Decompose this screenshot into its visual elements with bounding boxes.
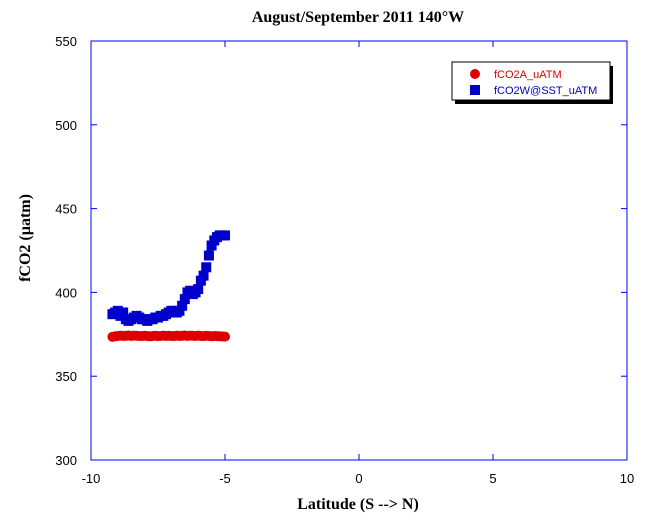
chart-title: August/September 2011 140°W (252, 9, 464, 26)
y-tick-label: 500 (55, 118, 77, 133)
y-tick-label: 450 (55, 202, 77, 217)
y-axis-title: fCO2 (µatm) (17, 194, 34, 282)
legend-marker-fco2a (470, 69, 480, 79)
y-axis-ticks (91, 40, 627, 461)
fco2w-point (203, 250, 214, 261)
x-axis-tick-labels: -10 -5 0 5 10 (82, 471, 635, 486)
fco2w-point (177, 300, 188, 311)
x-tick-label: 5 (489, 471, 496, 486)
fco2w-point (206, 240, 217, 251)
x-axis-ticks (90, 41, 628, 460)
y-tick-label: 300 (55, 453, 77, 468)
fco2w-point (179, 294, 190, 305)
fco2w-point (112, 305, 123, 316)
x-axis-title: Latitude (S --> N) (297, 496, 419, 513)
legend-label-fco2w: fCO2W@SST_uATM (494, 85, 597, 97)
x-tick-label: 10 (620, 471, 634, 486)
fco2w-point (195, 275, 206, 286)
y-tick-label: 400 (55, 285, 77, 300)
fco2w-point (118, 307, 129, 318)
x-tick-label: 0 (355, 471, 362, 486)
x-tick-label: -5 (219, 471, 231, 486)
y-axis-tick-labels: 300 350 400 450 500 550 (55, 34, 77, 468)
fco2a-point (220, 331, 230, 342)
x-tick-label: -10 (82, 471, 101, 486)
fco2w-point (193, 284, 204, 295)
series-fco2w-points (107, 230, 230, 326)
y-tick-label: 550 (55, 34, 77, 49)
fco2w-point (220, 230, 230, 241)
fco2w-point (201, 262, 212, 273)
legend-marker-fco2w (470, 85, 480, 95)
fco2w-point (198, 270, 209, 281)
y-tick-label: 350 (55, 369, 77, 384)
legend-label-fco2a: fCO2A_uATM (494, 69, 562, 81)
fco2w-point (174, 305, 185, 316)
legend: fCO2A_uATM fCO2W@SST_uATM (451, 61, 613, 104)
series-fco2a-points (107, 330, 230, 342)
